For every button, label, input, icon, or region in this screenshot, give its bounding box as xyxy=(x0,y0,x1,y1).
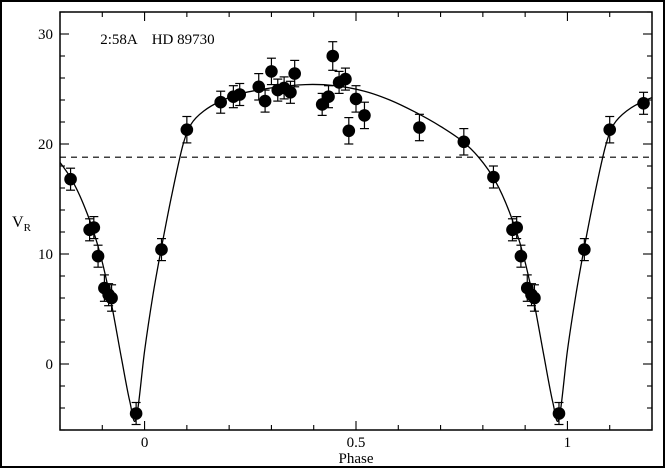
data-point xyxy=(265,65,278,78)
data-point xyxy=(105,291,118,305)
data-point xyxy=(578,243,591,256)
x-tick-label: 0 xyxy=(141,435,149,451)
data-point xyxy=(349,92,363,106)
x-axis-label: Phase xyxy=(339,451,374,466)
x-tick-label: 0.5 xyxy=(347,435,366,451)
data-point xyxy=(91,249,105,263)
y-tick-label: 20 xyxy=(38,137,53,153)
chart-title-star: HD 89730 xyxy=(152,32,215,48)
data-point xyxy=(342,124,356,138)
data-point xyxy=(233,88,247,101)
data-point xyxy=(284,86,297,99)
y-tick-label: 30 xyxy=(38,27,53,43)
data-point xyxy=(87,221,101,234)
data-point xyxy=(258,94,272,108)
data-point xyxy=(288,67,301,80)
chart-title-id: 2:58A xyxy=(100,32,138,48)
y-tick-label: 10 xyxy=(38,247,53,263)
data-point xyxy=(413,121,426,134)
data-point xyxy=(180,123,194,136)
data-point xyxy=(64,172,77,186)
data-point xyxy=(358,109,371,122)
orbit-fit-curve xyxy=(60,83,652,422)
data-point xyxy=(252,80,266,94)
y-axis-label: VR xyxy=(12,214,32,234)
data-point xyxy=(514,249,528,263)
data-point xyxy=(129,407,143,420)
y-axis-label-subscript: R xyxy=(24,222,32,234)
data-points xyxy=(64,49,650,420)
data-point xyxy=(339,72,352,86)
data-point xyxy=(510,221,523,234)
y-axis-label-main: V xyxy=(12,214,24,231)
data-point xyxy=(552,407,566,420)
data-point xyxy=(528,291,541,305)
data-point xyxy=(603,123,617,136)
y-tick-label: 0 xyxy=(46,357,54,373)
plot-frame xyxy=(59,11,653,431)
axis-ticks xyxy=(59,11,653,431)
data-point xyxy=(457,135,471,149)
chart-title: 2:58A HD 89730 xyxy=(100,32,214,48)
data-point xyxy=(637,97,650,110)
x-tick-label: 1 xyxy=(564,435,572,451)
data-point xyxy=(155,243,168,256)
data-point xyxy=(214,95,227,109)
data-point xyxy=(322,90,335,103)
data-point xyxy=(326,49,340,63)
data-point xyxy=(487,170,500,184)
